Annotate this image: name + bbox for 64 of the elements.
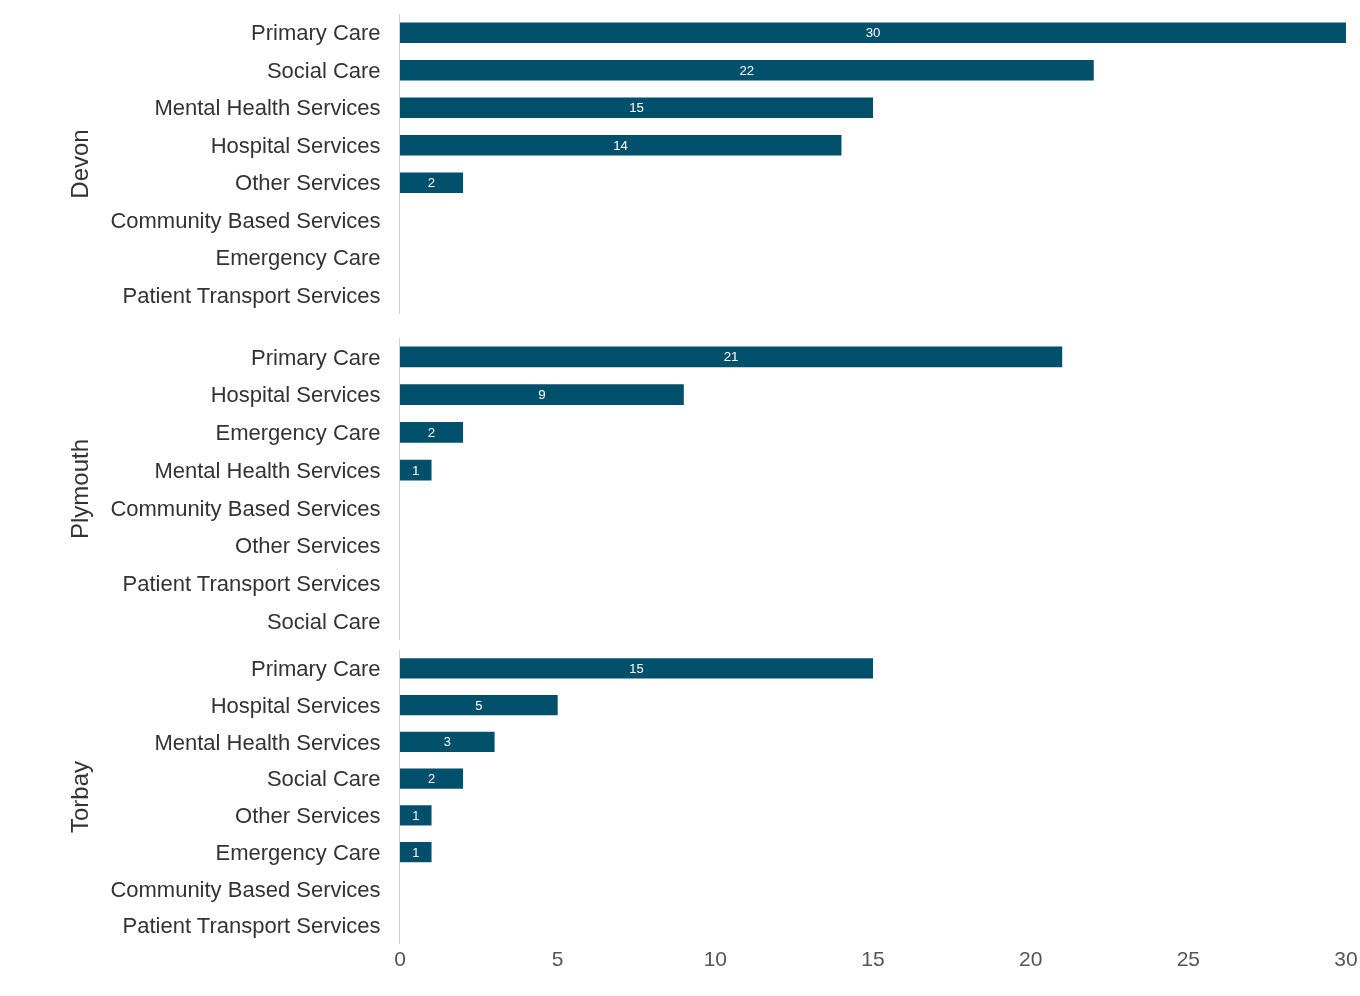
y-axis-title: Torbay xyxy=(66,760,94,834)
x-tick-label: 30 xyxy=(1334,947,1358,970)
y-tick-label: Other Services xyxy=(235,170,381,196)
bar xyxy=(400,421,464,443)
data-label: 2 xyxy=(427,175,436,191)
y-tick-label: Hospital Services xyxy=(210,382,381,408)
bar xyxy=(400,22,1346,44)
data-label: 5 xyxy=(475,697,483,713)
y-tick-label: Mental Health Services xyxy=(154,95,381,121)
bar xyxy=(400,805,432,826)
y-tick-label: Social Care xyxy=(266,57,381,83)
y-tick-label: Patient Transport Services xyxy=(122,913,381,939)
y-tick-label: Other Services xyxy=(235,533,381,559)
bar xyxy=(400,97,873,119)
bar xyxy=(400,459,432,481)
y-tick-label: Mental Health Services xyxy=(154,729,381,755)
y-axis-title: Plymouth xyxy=(66,438,94,540)
x-tick-label: 0 xyxy=(394,947,406,970)
y-tick-label: Primary Care xyxy=(251,656,381,682)
data-label: 1 xyxy=(412,807,420,823)
x-tick-label: 5 xyxy=(551,947,564,970)
x-tick-label: 25 xyxy=(1176,947,1201,970)
data-label: 3 xyxy=(443,734,451,750)
data-label: 15 xyxy=(629,660,644,676)
bar xyxy=(400,842,432,863)
bar xyxy=(400,658,873,679)
y-tick-label: Emergency Care xyxy=(215,420,381,446)
y-tick-label: Emergency Care xyxy=(215,245,381,271)
y-tick-label: Primary Care xyxy=(251,344,381,370)
x-tick-label: 20 xyxy=(1018,947,1043,970)
data-label: 21 xyxy=(723,349,739,365)
x-tick-label: 10 xyxy=(703,947,728,970)
data-label: 2 xyxy=(427,424,436,440)
data-label: 1 xyxy=(412,844,420,860)
bar xyxy=(400,695,558,716)
bar xyxy=(400,172,464,194)
y-tick-label: Hospital Services xyxy=(210,132,381,158)
bar xyxy=(400,346,1063,368)
bar xyxy=(400,59,1094,81)
y-tick-label: Emergency Care xyxy=(215,839,381,865)
data-label: 22 xyxy=(739,62,755,78)
y-tick-label: Hospital Services xyxy=(210,692,381,718)
y-tick-label: Patient Transport Services xyxy=(122,282,381,308)
bar xyxy=(400,384,684,406)
y-tick-label: Social Care xyxy=(266,608,381,634)
y-tick-label: Community Based Services xyxy=(110,876,381,902)
data-label: 14 xyxy=(613,137,628,153)
y-tick-label: Community Based Services xyxy=(110,495,381,521)
bar xyxy=(400,768,464,789)
data-label: 9 xyxy=(538,387,546,403)
y-tick-label: Community Based Services xyxy=(110,207,381,233)
data-label: 2 xyxy=(427,771,436,787)
y-tick-label: Patient Transport Services xyxy=(122,571,381,597)
bar xyxy=(400,731,495,752)
bar xyxy=(400,134,842,156)
y-tick-label: Social Care xyxy=(266,766,381,792)
y-tick-label: Other Services xyxy=(235,803,381,829)
data-label: 15 xyxy=(629,100,644,116)
y-tick-label: Primary Care xyxy=(251,20,381,46)
data-label: 1 xyxy=(412,462,420,478)
y-tick-label: Mental Health Services xyxy=(154,457,381,483)
data-label: 30 xyxy=(865,25,881,41)
x-tick-label: 15 xyxy=(861,947,885,970)
y-axis-title: Devon xyxy=(66,129,94,199)
